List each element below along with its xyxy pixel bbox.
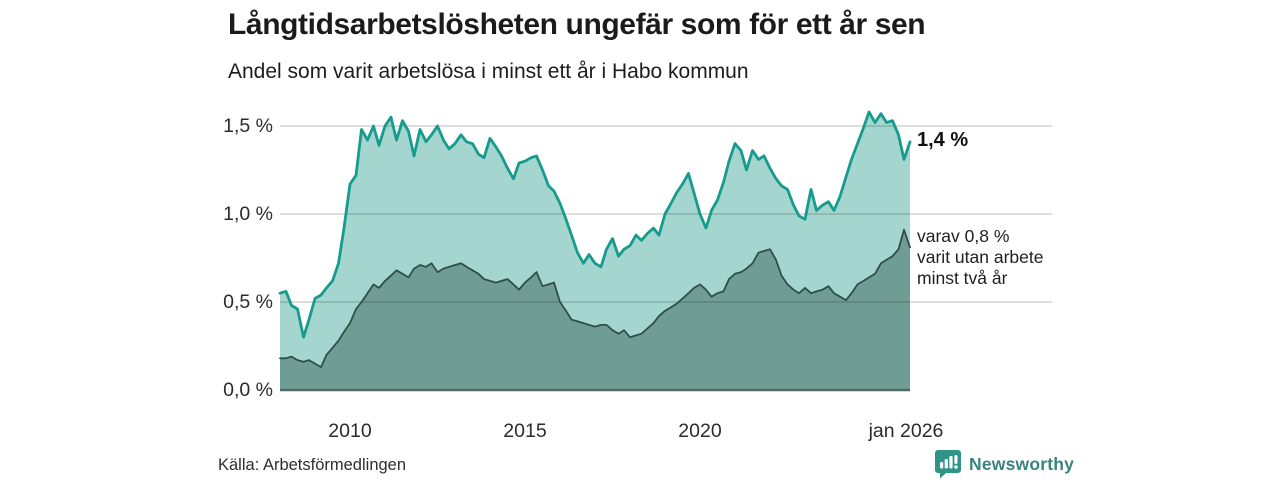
chart-subtitle: Andel som varit arbetslösa i minst ett å…	[228, 60, 749, 83]
latest-value-annotation: 1,4 %	[917, 129, 969, 151]
y-axis-tick-0-5: 0,5 %	[223, 291, 273, 313]
x-axis-tick-2015: 2015	[503, 420, 547, 442]
sub-series-annotation-line-1: varav 0,8 %	[917, 226, 1010, 246]
sub-series-annotation-line-2: varit utan arbete	[917, 247, 1044, 267]
source-credit: Källa: Arbetsförmedlingen	[218, 456, 407, 474]
brand-logo: Newsworthy	[934, 449, 1074, 479]
page-title: Långtidsarbetslösheten ungefär som för e…	[228, 8, 926, 41]
area-series-1	[280, 229, 910, 390]
y-axis-tick-0-0: 0,0 %	[223, 379, 273, 401]
brand-name: Newsworthy	[969, 453, 1075, 474]
line-series-0	[278, 110, 912, 339]
sub-series-annotation: varav 0,8 % varit utan arbete minst två …	[917, 226, 1043, 289]
y-axis-tick-1-0: 1,0 %	[223, 203, 273, 225]
x-axis-tick-2020: 2020	[678, 420, 722, 442]
sub-series-annotation-line-3: minst två år	[917, 268, 1008, 288]
line-series-1	[279, 228, 911, 368]
x-axis-tick-jan-2026: jan 2026	[868, 420, 944, 442]
y-axis-tick-1-5: 1,5 %	[223, 115, 273, 137]
newsworthy-icon	[935, 450, 961, 479]
x-axis-tick-2010: 2010	[328, 420, 372, 442]
